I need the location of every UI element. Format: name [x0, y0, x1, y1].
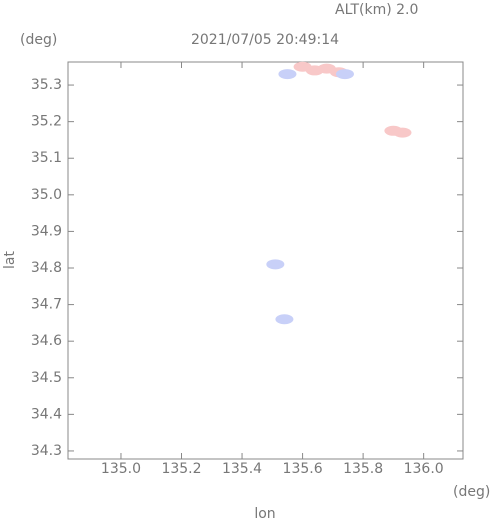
y-unit: (deg): [20, 32, 57, 48]
echo: [266, 259, 285, 270]
y-tick-label: 34.9: [31, 223, 62, 239]
x-tick-label: 135.6: [283, 461, 323, 477]
plot-frame: [67, 61, 464, 460]
y-tick-label: 34.7: [31, 297, 62, 313]
x-tick-label: 135.2: [161, 461, 201, 477]
chart-title: 2021/07/05 20:49:14: [191, 32, 339, 48]
echo: [278, 69, 297, 80]
x-tick-label: 135.0: [101, 461, 141, 477]
y-tick-label: 34.6: [31, 333, 62, 349]
y-tick-label: 35.2: [31, 114, 62, 130]
y-tick-label: 34.5: [31, 370, 62, 386]
altitude-label: ALT(km) 2.0: [335, 2, 418, 18]
x-tick-label: 136.0: [404, 461, 444, 477]
x-axis-label: lon: [254, 506, 275, 521]
y-tick-label: 34.3: [31, 443, 62, 459]
y-tick-label: 35.0: [31, 187, 62, 203]
y-tick-label: 34.4: [31, 406, 62, 422]
y-axis-label: lat: [2, 251, 18, 269]
echo: [335, 69, 354, 80]
echo: [393, 127, 412, 138]
y-tick-label: 34.8: [31, 260, 62, 276]
y-tick-label: 35.3: [31, 77, 62, 93]
echo: [275, 314, 294, 325]
x-unit: (deg): [453, 484, 490, 500]
x-tick-label: 135.8: [343, 461, 383, 477]
x-tick-label: 135.4: [222, 461, 262, 477]
y-tick-label: 35.1: [31, 150, 62, 166]
